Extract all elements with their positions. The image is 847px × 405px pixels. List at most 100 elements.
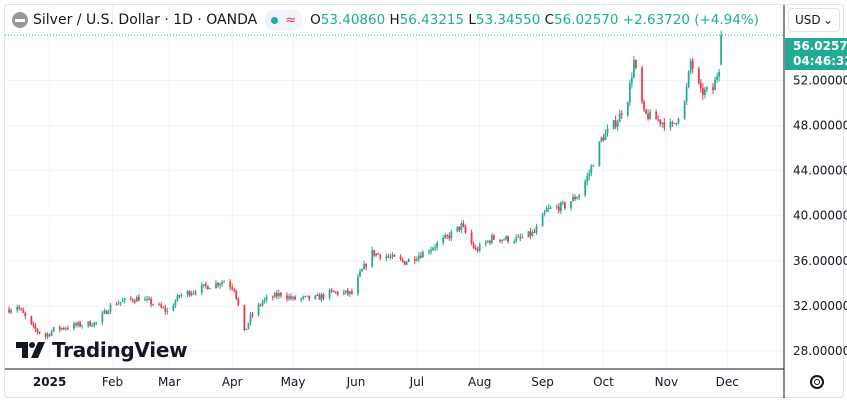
candle-down [533, 231, 536, 233]
candle-up [93, 322, 96, 326]
price-tick-label: 44.00000 [793, 164, 847, 178]
candle-up [320, 294, 323, 300]
candle-up [200, 285, 203, 293]
symbol-title[interactable]: Silver / U.S. Dollar · 1D · OANDA [33, 12, 258, 28]
candle-up [628, 83, 631, 103]
candle-down [643, 101, 645, 110]
candle-up [559, 202, 562, 212]
candle-down [351, 291, 353, 294]
candle-down [89, 321, 92, 327]
candle-up [513, 241, 516, 243]
candle-up [87, 321, 90, 326]
candle-down [18, 306, 21, 309]
candle-down [75, 323, 77, 326]
candle-up [456, 226, 459, 232]
candle-down [458, 226, 461, 230]
candle-down [32, 323, 35, 326]
candle-down [346, 290, 349, 294]
candle-down [365, 263, 367, 267]
currency-select[interactable]: USD ⌄ [788, 8, 840, 32]
candle-down [401, 259, 404, 261]
candle-up [450, 231, 453, 239]
candle-up [430, 249, 432, 252]
time-tick-label: Apr [222, 375, 243, 389]
candle-up [490, 235, 493, 243]
candle-up [146, 298, 148, 300]
candle-up [714, 79, 716, 91]
candle-up [669, 121, 672, 128]
price-tick-label: 52.00000 [793, 74, 847, 88]
last-price: 56.02570 [793, 39, 847, 53]
candle-down [318, 295, 321, 300]
candle-down [413, 258, 416, 261]
candle-up [247, 322, 250, 329]
candle-up [422, 251, 424, 258]
candle-down [393, 254, 396, 257]
candle-up [223, 281, 225, 283]
candle-down [294, 296, 296, 300]
candle-up [586, 176, 589, 182]
candle-up [144, 299, 146, 301]
candle-up [107, 311, 110, 314]
market-status-pill[interactable]: ≈ [265, 10, 303, 30]
candle-down [499, 239, 501, 242]
candle-up [618, 113, 621, 123]
change-value: +2.63720 (+4.94%) [622, 12, 759, 28]
candle-up [484, 242, 487, 245]
candle-up [261, 301, 264, 306]
candle-up [389, 256, 392, 258]
candle-up [685, 86, 688, 102]
time-tick-label: Nov [655, 375, 678, 389]
candle-down [308, 295, 311, 300]
candle-up [517, 236, 520, 238]
candle-up [95, 322, 98, 324]
candle-down [290, 296, 292, 299]
candle-down [699, 82, 702, 89]
candle-up [91, 325, 94, 327]
candle-down [697, 68, 700, 83]
candle-up [606, 128, 609, 134]
candle-down [657, 119, 660, 121]
candle-up [265, 297, 268, 300]
settings-icon[interactable] [810, 375, 824, 389]
candle-down [150, 299, 152, 305]
candle-down [493, 235, 495, 240]
candle-down [280, 292, 282, 296]
time-tick-label: Sep [531, 375, 554, 389]
green-dot-icon [271, 16, 279, 24]
candle-up [263, 299, 266, 302]
candle-down [48, 334, 51, 336]
candle-up [300, 298, 303, 300]
candle-up [52, 327, 55, 332]
candle-up [245, 328, 248, 330]
time-tick-label: Jun [346, 375, 366, 389]
candle-up [444, 235, 447, 239]
candle-down [137, 297, 140, 301]
candle-up [357, 276, 359, 294]
candle-down [470, 232, 473, 244]
candle-up [547, 207, 550, 209]
candle-down [379, 254, 382, 259]
candle-up [342, 292, 345, 295]
candle-up [720, 35, 723, 65]
tradingview-logo[interactable]: TradingView [16, 338, 188, 362]
candle-down [641, 67, 643, 102]
candle-up [590, 165, 593, 174]
candle-up [706, 87, 708, 90]
candle-down [194, 292, 197, 294]
candle-down [105, 310, 108, 314]
candle-up [10, 310, 12, 313]
time-tick-label: 2025 [33, 375, 66, 389]
candle-up [306, 295, 309, 297]
candle-up [545, 208, 548, 212]
candle-up [612, 120, 615, 129]
candle-down [336, 291, 339, 295]
candle-down [131, 299, 134, 302]
candle-up [277, 292, 280, 297]
candle-up [117, 303, 120, 305]
candle-up [716, 76, 718, 80]
candle-up [208, 288, 211, 290]
time-tick-label: Mar [158, 375, 181, 389]
candle-up [677, 118, 680, 123]
